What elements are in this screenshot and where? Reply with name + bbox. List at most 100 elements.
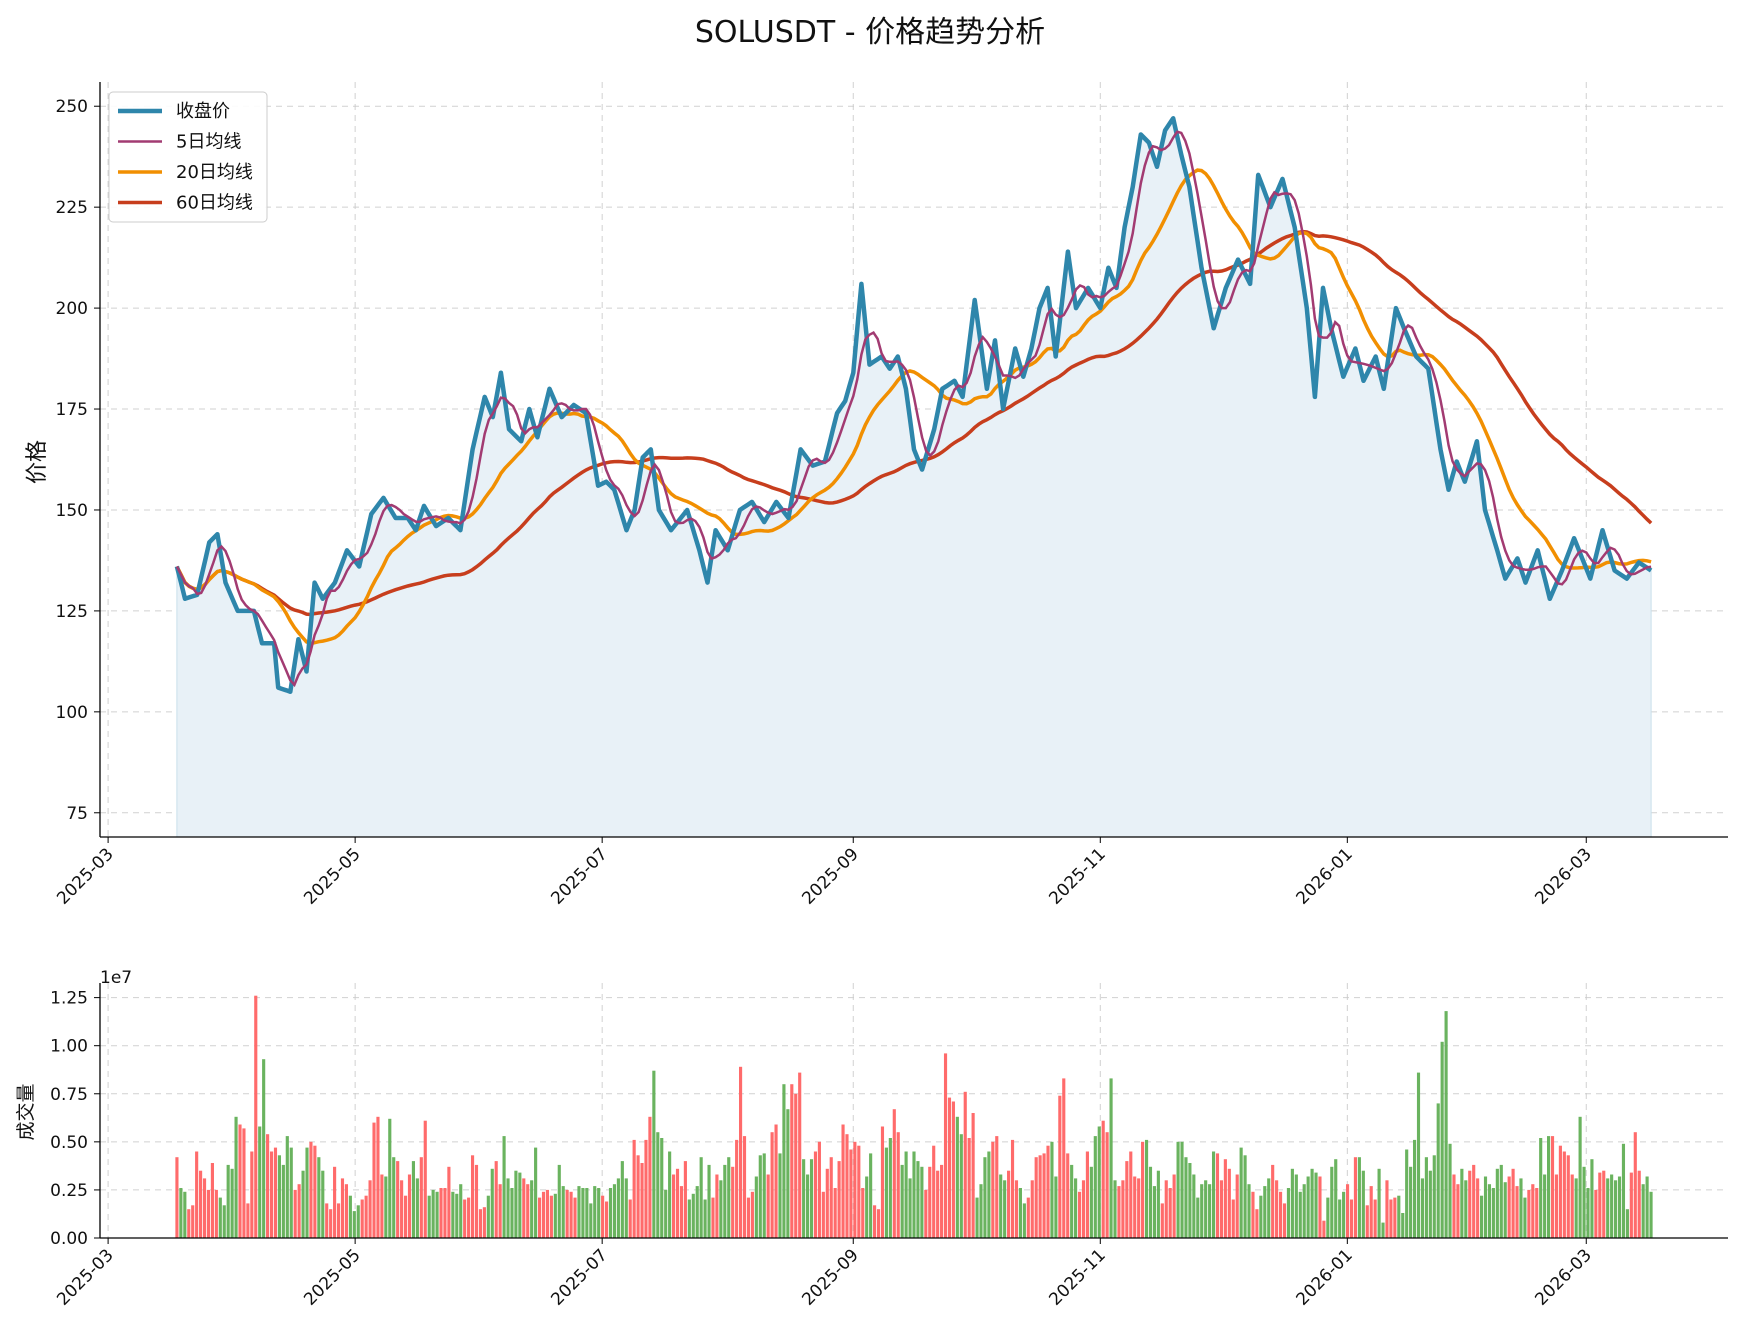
volume-bar [1208,1184,1212,1238]
volume-bar [1330,1166,1334,1238]
volume-bar [1097,1126,1101,1238]
volume-bar [624,1178,628,1238]
volume-bar [612,1184,617,1238]
volume-bar [518,1172,522,1238]
volume-bar [908,1178,912,1238]
volume-bar [660,1138,664,1238]
volume-x-tick-label: 2025-09 [798,1245,862,1309]
volume-bar [1389,1199,1393,1238]
volume-bar [1566,1155,1570,1238]
volume-y-axis-label: 成交量 [15,1083,37,1140]
volume-bar [1022,1203,1026,1238]
volume-bar [711,1197,715,1238]
volume-bar [1602,1170,1606,1238]
volume-bar [258,1126,262,1238]
volume-bar [1361,1170,1365,1238]
volume-bar [679,1186,684,1238]
volume-bar [1468,1170,1472,1238]
volume-bar [537,1197,542,1238]
price-x-tick-label: 2026-03 [1531,844,1595,908]
volume-bar [1487,1184,1492,1238]
volume-bar [1133,1176,1137,1238]
volume-bar [1290,1168,1294,1238]
volume-bar [762,1153,766,1238]
volume-bar [423,1120,427,1238]
volume-bar [573,1197,577,1238]
volume-bar [1598,1172,1602,1238]
volume-bar [1322,1220,1326,1238]
volume-bar [478,1209,483,1238]
volume-bar [1535,1188,1539,1238]
volume-bar [640,1163,644,1238]
volume-bar [1046,1145,1050,1238]
volume-bar [1507,1176,1511,1238]
volume-bar [790,1084,794,1238]
volume-bar [447,1166,451,1238]
volume-bar [703,1199,707,1238]
volume-bar [431,1189,435,1238]
volume-bar [1499,1164,1503,1238]
volume-bar [242,1128,246,1238]
volume-bar [1101,1120,1105,1238]
volume-bar [1070,1164,1074,1238]
volume-bar [829,1157,833,1238]
volume-bar [1255,1209,1259,1238]
volume-bar [1247,1184,1251,1238]
volume-bar [951,1101,955,1238]
volume-bar [739,1066,743,1238]
price-y-tick-label: 75 [66,804,88,824]
volume-bar [861,1188,865,1238]
volume-bar [1515,1186,1519,1238]
volume-bar [892,1109,896,1238]
volume-bar [873,1205,877,1238]
volume-bar [1428,1170,1432,1238]
volume-bar [857,1145,861,1238]
volume-bar [1038,1155,1042,1238]
price-y-tick-label: 250 [56,97,88,117]
volume-bar [750,1191,754,1238]
volume-bar [1148,1166,1153,1238]
legend-box [108,91,268,223]
volume-y-tick-label: 1.00 [50,1037,88,1057]
volume-bar [1318,1176,1322,1238]
volume-bar [1594,1189,1598,1238]
volume-bar [1444,1011,1448,1238]
volume-bar [963,1091,967,1238]
volume-bar [809,1159,814,1238]
volume-bar [1617,1176,1622,1238]
volume-bar [1342,1191,1346,1238]
volume-bar [589,1203,593,1238]
volume-bar [1302,1184,1306,1238]
volume-y-tick-label: 0.75 [50,1085,88,1105]
volume-bar [321,1170,325,1238]
volume-bar [376,1116,380,1238]
volume-bar [1298,1191,1302,1238]
volume-bar [368,1180,372,1238]
volume-bar [778,1153,782,1238]
volume-bar [943,1053,948,1238]
volume-bar [1026,1197,1030,1238]
volume-bar [1397,1195,1401,1238]
price-axes [99,82,1728,838]
volume-bar [604,1201,609,1238]
volume-bar [1168,1188,1172,1238]
volume-bar [526,1184,530,1238]
volume-bar [1554,1174,1559,1238]
volume-bar [1641,1184,1645,1238]
volume-bar [285,1136,289,1238]
volume-bar [1117,1186,1121,1238]
volume-bar [983,1157,987,1238]
volume-bar [1058,1095,1062,1238]
volume-bar [411,1161,415,1238]
volume-bar [1523,1197,1527,1238]
volume-bar [904,1151,908,1238]
volume-bar [1511,1168,1515,1238]
volume-bar [758,1155,762,1238]
volume-bar [731,1166,735,1238]
volume-bar [940,1164,944,1238]
volume-bar [419,1157,423,1238]
volume-bar [1294,1174,1298,1238]
volume-bar [699,1157,703,1238]
legend-label: 收盘价 [176,101,230,122]
